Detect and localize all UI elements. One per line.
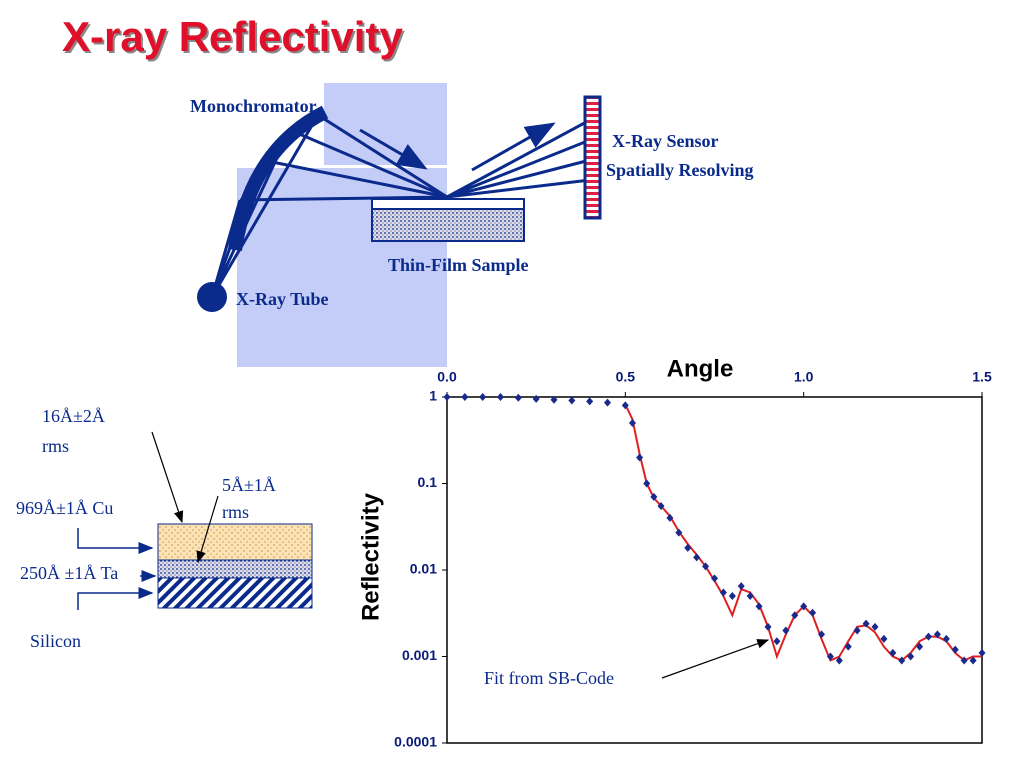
data-point xyxy=(737,582,745,591)
instrument-diagram: Monochromator X-Ray Sensor Spatially Res… xyxy=(190,83,754,367)
label: 250Å ±1Å Ta xyxy=(20,563,118,583)
sample-substrate xyxy=(371,208,525,242)
data-point xyxy=(880,634,888,643)
data-point xyxy=(907,652,915,661)
data-point xyxy=(479,393,487,401)
x-axis-title: Angle xyxy=(667,355,734,382)
data-point xyxy=(960,656,968,665)
data-point xyxy=(628,419,636,428)
data-point xyxy=(844,642,852,651)
data-point xyxy=(898,656,906,665)
data-point xyxy=(969,656,977,665)
data-point xyxy=(889,648,897,657)
data-point xyxy=(497,393,504,401)
title: X-ray Reflectivity xyxy=(62,13,403,60)
data-point xyxy=(951,645,959,654)
data-point xyxy=(755,602,763,611)
label: Thin-Film Sample xyxy=(388,255,529,275)
data-point xyxy=(711,574,718,583)
data-point xyxy=(586,397,594,406)
data-point xyxy=(702,562,710,571)
data-point xyxy=(568,396,576,405)
data-point xyxy=(657,501,665,510)
data-point xyxy=(942,634,950,643)
layer-stack: 16Å±2Å rms 5Å±1Å rms 969Å±1Å Cu 250Å ±1Å… xyxy=(16,406,313,651)
data-point xyxy=(693,553,701,562)
label: 5Å±1Å xyxy=(222,475,276,495)
data-point xyxy=(604,398,611,407)
data-point xyxy=(532,394,540,403)
data-point xyxy=(782,626,790,635)
label: rms xyxy=(222,502,249,522)
label: Silicon xyxy=(30,631,81,651)
data-point xyxy=(862,619,870,628)
data-point xyxy=(650,492,658,501)
data-point xyxy=(764,622,772,631)
y-tick-label: 0.001 xyxy=(402,647,437,663)
fit-line xyxy=(624,404,982,662)
data-point xyxy=(719,588,727,597)
data-point xyxy=(853,626,861,635)
label: X-Ray Tube xyxy=(236,289,329,309)
label: Spatially Resolving xyxy=(606,160,754,180)
data-point xyxy=(621,401,629,410)
ta-layer xyxy=(157,559,313,579)
data-point xyxy=(818,630,825,639)
y-tick-label: 0.0001 xyxy=(394,734,437,750)
data-point xyxy=(871,622,879,631)
data-point xyxy=(514,393,522,402)
data-point xyxy=(443,393,451,401)
data-point xyxy=(636,453,644,462)
monochromator xyxy=(228,105,329,252)
y-tick-label: 0.01 xyxy=(410,561,437,577)
sensor xyxy=(583,95,602,220)
data-point xyxy=(791,611,799,620)
annotation: Fit from SB-Code xyxy=(484,668,614,688)
cu-layer xyxy=(157,523,313,561)
data-point xyxy=(800,602,808,611)
silicon xyxy=(157,577,313,609)
data-point xyxy=(684,543,692,552)
data-point xyxy=(643,479,651,488)
label: rms xyxy=(42,436,69,456)
annotation-arrow xyxy=(661,639,770,679)
data-point xyxy=(675,528,683,537)
beams xyxy=(210,113,591,298)
x-ray-tube xyxy=(197,282,227,312)
x-tick-label: 1.5 xyxy=(972,369,992,385)
data-point xyxy=(826,652,834,661)
data-point xyxy=(550,395,558,404)
data-point xyxy=(835,656,843,665)
x-tick-label: 0.5 xyxy=(616,369,636,385)
data-point xyxy=(925,632,932,641)
data-point xyxy=(978,648,986,657)
sample-film xyxy=(371,198,525,210)
data-point xyxy=(933,630,941,639)
data-point xyxy=(461,393,469,401)
y-tick-label: 1 xyxy=(429,388,437,404)
data-point xyxy=(666,513,674,522)
data-point xyxy=(773,637,781,646)
x-tick-label: 1.0 xyxy=(794,369,814,385)
label: Monochromator xyxy=(190,96,317,116)
reflectivity-chart: Angle Reflectivity 0.0 0.5 1.0 1.5 1 0.1 0.01 0… xyxy=(357,355,992,749)
label: 969Å±1Å Cu xyxy=(16,498,113,518)
data-point xyxy=(728,592,736,601)
x-tick-label: 0.0 xyxy=(437,369,457,385)
y-tick-label: 0.1 xyxy=(418,474,438,490)
data-point xyxy=(809,608,817,617)
plot-area xyxy=(446,396,983,744)
data-point xyxy=(746,592,754,601)
y-axis-title: Reflectivity xyxy=(357,492,384,621)
data-point xyxy=(916,642,924,651)
label: 16Å±2Å xyxy=(42,406,105,426)
label: X-Ray Sensor xyxy=(612,131,719,151)
